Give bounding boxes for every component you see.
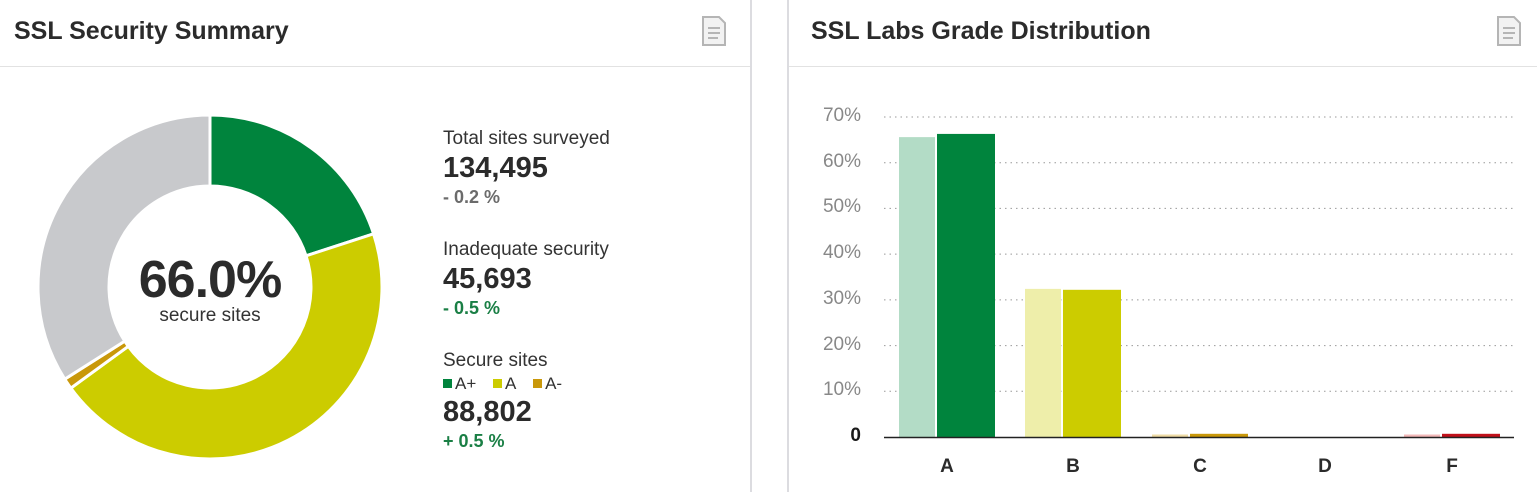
stat-label: Secure sites — [443, 350, 548, 371]
stat-label: Total sites surveyed — [443, 128, 610, 149]
ssl-security-summary-panel: SSL Security Summary 66.0% secure sites … — [0, 0, 752, 492]
y-axis-tick: 70% — [822, 105, 861, 126]
bar-a-current[interactable] — [937, 133, 995, 437]
y-axis-tick: 20% — [822, 333, 861, 355]
stat-total-sites: Total sites surveyed 134,495 - 0.2 % — [443, 128, 610, 208]
donut-segment-a-minusplus[interactable] — [208, 113, 376, 258]
bar-c-current[interactable] — [1190, 433, 1248, 437]
bar-f-current[interactable] — [1442, 433, 1500, 437]
stat-change: + 0.5 % — [443, 431, 505, 451]
y-axis-tick: 50% — [822, 196, 861, 218]
x-axis-tick: F — [1446, 456, 1458, 477]
y-axis-tick: 40% — [822, 242, 861, 264]
panel-header: SSL Security Summary — [0, 0, 750, 67]
donut-segment-a[interactable] — [68, 231, 384, 461]
grade-distribution-bar-chart: 0 10% 20% 30% 40% 50% 60% 70% A B C D F — [789, 0, 1537, 492]
stat-change: - 0.2 % — [443, 187, 501, 207]
secure-label: secure sites — [159, 305, 261, 326]
y-axis-tick: 0 — [850, 425, 861, 446]
stat-value: 88,802 — [443, 396, 532, 428]
x-axis-tick: C — [1193, 456, 1207, 477]
stat-label: Inadequate security — [443, 239, 609, 260]
y-axis-tick: 10% — [822, 379, 861, 401]
secure-sites-donut-chart — [36, 113, 384, 461]
stat-secure-sites: Secure sites A+ A A- 88,802 + 0.5 % — [443, 350, 574, 452]
legend-swatch-icon — [443, 379, 452, 388]
bar-a-previous[interactable] — [899, 137, 935, 437]
document-icon[interactable] — [701, 15, 727, 47]
x-axis-tick: B — [1066, 456, 1080, 477]
legend-item-a-minus: A- — [533, 374, 562, 393]
legend-swatch-icon — [533, 379, 543, 388]
stat-inadequate-security: Inadequate security 45,693 - 0.5 % — [443, 239, 609, 319]
bar-f-previous[interactable] — [1404, 434, 1440, 438]
stat-value: 134,495 — [443, 152, 548, 184]
panel-header: SSL Labs Grade Distribution — [789, 0, 1537, 67]
grade-legend: A+ A A- — [443, 374, 574, 394]
y-axis-tick: 60% — [822, 150, 861, 172]
legend-item-a-plus: A+ — [443, 374, 476, 393]
y-axis-tick: 30% — [822, 287, 861, 309]
bar-b-previous[interactable] — [1025, 288, 1061, 437]
panel-title: SSL Security Summary — [14, 17, 289, 45]
panel-title: SSL Labs Grade Distribution — [811, 17, 1151, 45]
stat-change: - 0.5 % — [443, 298, 501, 318]
secure-percentage: 66.0% — [138, 251, 282, 309]
donut-segment-inadequate[interactable] — [36, 113, 212, 382]
grade-distribution-panel: SSL Labs Grade Distribution 0 10% 20% 30% 40… — [787, 0, 1537, 492]
document-icon[interactable] — [1496, 15, 1522, 47]
legend-swatch-icon — [493, 379, 503, 388]
stat-value: 45,693 — [443, 263, 532, 295]
bar-b-current[interactable] — [1063, 289, 1121, 437]
legend-item-a: A — [493, 374, 516, 393]
x-axis-tick: A — [940, 456, 954, 477]
x-axis-tick: D — [1318, 456, 1332, 477]
bar-c-previous[interactable] — [1152, 434, 1188, 438]
